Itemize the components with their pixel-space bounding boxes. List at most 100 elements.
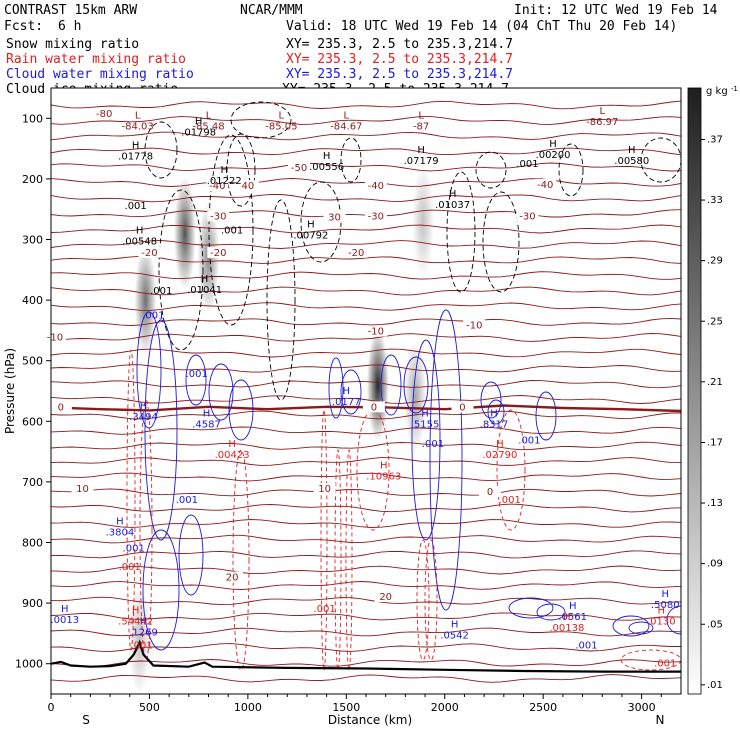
cloud-contour-2: [185, 354, 207, 406]
extremum-type-28: H: [228, 439, 236, 450]
isotherm-line-1: [51, 116, 681, 125]
isotherm-line-30: [51, 565, 681, 575]
legend-cloud-xy: XY= 235.3, 2.5 to 235.3,214.7: [286, 67, 513, 82]
contour-level-label-3: .001: [516, 159, 538, 170]
extremum-type-30: H: [496, 439, 504, 450]
extremum-type-12: H: [220, 165, 228, 176]
extremum-type-31: H: [132, 605, 140, 616]
extremum-type-2: L: [279, 110, 285, 121]
extremum-value-13: .01037: [435, 200, 470, 211]
colorbar-label-3: .13: [707, 498, 723, 509]
isotherm-label-bg-21: [479, 486, 502, 498]
isotherm-line-15: [51, 333, 681, 342]
isotherm-label-20: 10: [318, 484, 331, 495]
isotherm-line-27: [51, 519, 681, 528]
isotherm-line-26: [51, 503, 681, 513]
extremum-value-15: .00792: [293, 230, 328, 241]
ice-contour-3: [475, 151, 507, 189]
contour-level-label-15: .001: [654, 659, 676, 670]
cloud-contour-0: [136, 311, 162, 429]
cloud-contour-5: [328, 357, 344, 419]
y-tick-label-1: 200: [22, 173, 43, 186]
terrain-line: [51, 639, 681, 673]
isotherm-label-21: 0: [487, 487, 493, 498]
extremum-value-32: .00138: [549, 623, 584, 634]
isotherm-label-23: 20: [379, 592, 392, 603]
rain-contour-9: [496, 409, 526, 531]
extremum-type-20: H: [421, 408, 429, 419]
cloud-contour-11: [480, 381, 502, 419]
isotherm-line-16: [51, 348, 681, 358]
isotherm-label-bg-5: [534, 178, 557, 190]
isotherm-line-17: [51, 364, 681, 373]
contour-level-label-14: .001: [499, 495, 521, 506]
extremum-value-33: .0130: [647, 616, 676, 627]
forecast-label: Fcst:: [4, 19, 43, 34]
isotherm-label-bg-15: [463, 319, 486, 331]
isotherm-line-36: [51, 659, 681, 668]
isotherm-line-6: [51, 193, 681, 203]
extremum-value-24: .1269: [129, 627, 158, 638]
extremum-type-4: L: [418, 110, 424, 121]
isotherm-label-11: -20: [210, 248, 226, 259]
extremum-type-18: H: [203, 408, 211, 419]
isotherm-line-19: [51, 395, 681, 404]
ice-contour-7: [208, 134, 254, 326]
extremum-type-23: H: [61, 604, 69, 615]
isotherm-line-24: [51, 472, 681, 482]
isotherm-label-10: -20: [141, 248, 157, 259]
isotherm-line-35: [51, 643, 681, 652]
rain-contour-5: [345, 449, 353, 671]
extremum-type-9: H: [417, 145, 425, 156]
extremum-value-4: -87: [413, 121, 429, 132]
isotherm-label-bg-19: [71, 483, 94, 495]
isotherm-label-bg-7: [323, 211, 346, 223]
rain-contour-2: [232, 449, 250, 671]
isotherm-line-9: [51, 240, 681, 249]
y-tick-label-4: 500: [22, 355, 43, 368]
isotherm-label-8: -30: [368, 211, 384, 222]
snow-core-3: [366, 328, 389, 441]
terrain-profile: [51, 639, 681, 673]
isotherm-line-8: [51, 224, 681, 234]
isotherm-label-15: -10: [466, 321, 482, 332]
extremum-type-0: L: [135, 110, 141, 121]
extremum-type-16: H: [201, 274, 209, 285]
contour-level-label-11: .001: [119, 562, 141, 573]
cloud-contour-15: [178, 514, 204, 596]
contour-level-label-13: .001: [314, 604, 336, 615]
extremum-type-8: H: [323, 151, 331, 162]
snow-core-0: [134, 244, 157, 357]
temperature-contours: [51, 100, 681, 683]
cloud-contour-1: [144, 319, 178, 541]
extremum-type-21: H: [490, 408, 498, 419]
extremum-value-14: .00548: [122, 236, 157, 247]
isotherm-label-18: 0: [459, 402, 465, 413]
cloud-contour-8: [403, 356, 429, 414]
isotherm-line-3: [51, 147, 681, 156]
colorbar-label-8: .33: [707, 195, 723, 206]
isotherm-line-33: [51, 612, 681, 621]
model-title: CONTRAST 15km ARW: [4, 3, 137, 18]
cloud-contour-17: [536, 603, 566, 621]
isotherm-line-25: [51, 488, 681, 497]
isotherm-label-bg-22: [221, 571, 244, 583]
extremum-value-1: -85.48: [192, 121, 224, 132]
isotherm-label-bg-9: [516, 210, 539, 222]
isotherm-label-7: 30: [328, 213, 341, 224]
isotherm-label-bg-11: [207, 246, 230, 258]
y-tick-label-8: 900: [22, 597, 43, 610]
colorbar-unit: g kg -1: [706, 85, 738, 97]
ice-contour-6: [158, 189, 204, 351]
colorbar-ticks: .01 .05 .09 .13 .17 .21 .25 .29 .33 .37: [701, 134, 723, 691]
y-tick-label-5: 600: [22, 415, 43, 428]
isotherm-label-13: -10: [47, 333, 63, 344]
rain-water-contours: [126, 349, 681, 671]
contour-level-label-9: .001: [518, 436, 540, 447]
x-tick-label-5: 2500: [529, 701, 557, 714]
valid-time: Valid: 18 UTC Wed 19 Feb 14 (04 ChT Thu …: [286, 19, 677, 34]
rain-contour-10: [620, 649, 681, 671]
north-label: N: [656, 713, 665, 727]
isotherm-label-bg-17: [362, 401, 385, 413]
isotherm-label-bg-6: [207, 210, 230, 222]
